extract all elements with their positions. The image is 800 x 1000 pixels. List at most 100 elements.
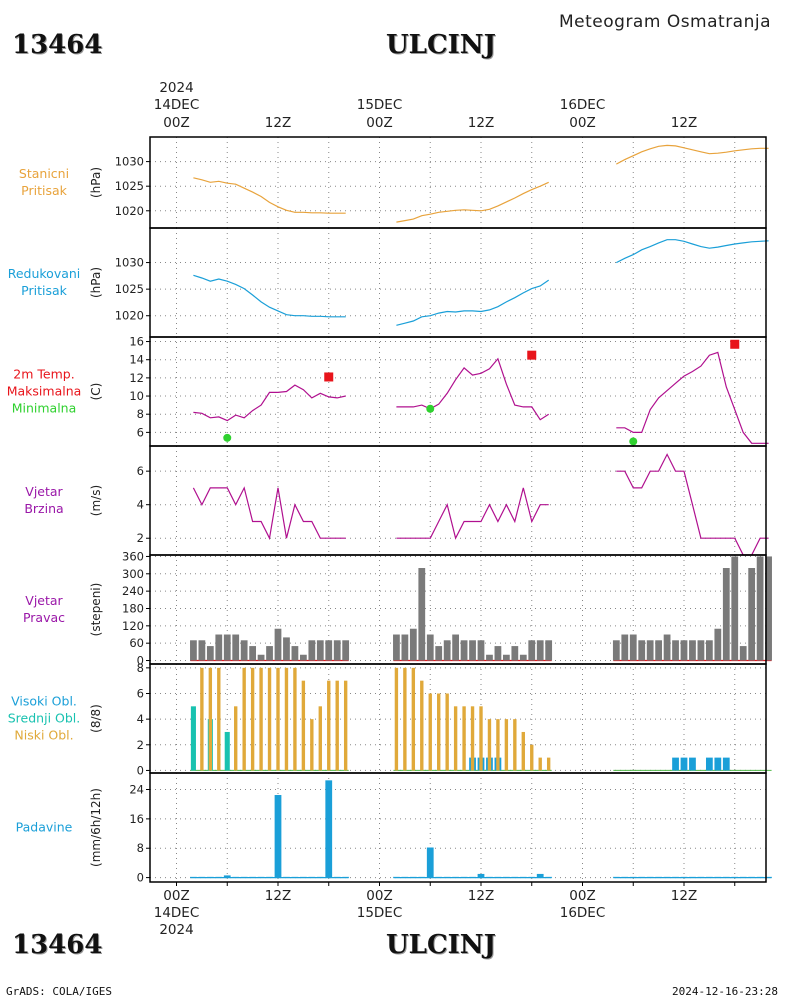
top-year-label: 2024: [159, 80, 193, 96]
series-line: [193, 384, 346, 422]
y-tick-label: 24: [129, 783, 144, 797]
panel-label: Minimalna: [12, 401, 77, 416]
cloud-bar: [470, 706, 475, 771]
precip-bar: [198, 876, 206, 878]
precip-bar: [435, 876, 443, 878]
cloud-bar: [521, 731, 525, 771]
panel-label: Pravac: [23, 610, 65, 625]
precip-bar: [714, 876, 722, 878]
precip-bar: [545, 876, 553, 878]
wind-direction-bar: [621, 634, 629, 661]
y-tick-label: 14: [129, 353, 144, 367]
precip-bar: [655, 876, 663, 878]
cloud-bar: [318, 706, 322, 771]
bottom-hour-label: 00Z: [163, 888, 189, 904]
y-tick-label: 1020: [115, 204, 144, 218]
series-line: [396, 279, 550, 326]
precip-bar: [663, 876, 671, 878]
wind-direction-bar: [223, 634, 231, 661]
y-axis-label: (mm/6h/12h): [89, 788, 103, 867]
wind-direction-bar: [748, 568, 756, 661]
panel-label: Pritisak: [21, 183, 67, 198]
y-tick-label: 300: [122, 567, 144, 581]
panel-temperature: 6 8 10 12 14 16 (C) 2m Temp. Maksimalna Minimalna: [7, 335, 769, 446]
precip-bar: [249, 876, 257, 878]
cloud-bar: [267, 667, 272, 771]
wind-direction-bar: [697, 640, 705, 661]
wind-direction-bar: [672, 640, 679, 661]
bottom-hour-label: 12Z: [468, 888, 494, 904]
y-tick-label: 16: [129, 335, 144, 349]
station-id-top: 13464: [12, 30, 103, 60]
cloud-bar: [335, 680, 339, 771]
wind-direction-bar: [663, 634, 671, 661]
wind-direction-bar: [452, 634, 460, 661]
cloud-bar: [200, 667, 204, 771]
precip-bar: [486, 876, 493, 878]
cloud-bar: [217, 667, 221, 771]
y-tick-label: 60: [129, 636, 144, 650]
y-tick-label: 1025: [115, 179, 144, 193]
cloud-bar: [420, 680, 424, 771]
wind-direction-bar: [240, 640, 248, 661]
wind-direction-bar: [316, 640, 324, 661]
precip-bar: [223, 875, 231, 878]
bottom-year-label: 2024: [159, 922, 193, 938]
bottom-date-label: 14DEC: [154, 905, 200, 921]
series-line: [192, 486, 346, 541]
wind-direction-bar: [629, 634, 637, 661]
series-line: [616, 239, 769, 264]
panel-clouds: 0 2 4 6 8 (8/8) Visoki Obl. Srednji Obl. Niski O…: [8, 661, 772, 777]
min-temp-marker: [629, 437, 638, 446]
precip-bar: [452, 876, 460, 878]
wind-direction-bar: [291, 646, 299, 661]
panel-label: Maksimalna: [7, 384, 82, 399]
panel-frame: [149, 445, 767, 556]
cloud-bar: [689, 757, 696, 771]
wind-direction-bar: [232, 634, 240, 661]
y-tick-label: 120: [122, 619, 144, 633]
y-tick-label: 8: [137, 661, 144, 675]
precip-bar: [409, 876, 417, 878]
cloud-bar: [234, 706, 238, 771]
bottom-hour-label: 12Z: [671, 888, 697, 904]
wind-direction-bar: [257, 654, 265, 661]
cloud-bar: [445, 693, 449, 771]
precip-bar: [502, 876, 510, 878]
wind-direction-bar: [308, 640, 316, 661]
precip-bar: [511, 876, 519, 878]
series-line: [193, 274, 346, 318]
city-title-top: ULCINJ: [386, 30, 496, 60]
series-line: [616, 351, 769, 444]
cloud-bar: [224, 731, 230, 771]
series-line: [396, 357, 550, 421]
y-tick-label: 1030: [115, 155, 144, 169]
precip-bar: [621, 876, 629, 878]
precip-bar: [680, 876, 688, 878]
bottom-hour-label: 00Z: [569, 888, 595, 904]
cloud-bar: [462, 706, 466, 771]
series-line: [616, 144, 769, 165]
precip-bar: [519, 876, 527, 878]
precip-bar: [612, 876, 620, 878]
precip-bar: [325, 780, 333, 878]
panel-label: Niski Obl.: [14, 728, 73, 743]
panel-label: Padavine: [16, 820, 73, 835]
y-tick-label: 6: [137, 425, 144, 439]
precip-bar: [257, 876, 265, 878]
min-temp-marker: [223, 433, 232, 442]
bottom-date-label: 15DEC: [357, 905, 403, 921]
precip-bar: [536, 873, 544, 878]
wind-direction-bar: [325, 640, 333, 661]
precip-bar: [739, 876, 747, 878]
panel-label: Pritisak: [21, 283, 67, 298]
y-axis-label: (C): [89, 383, 103, 401]
precip-bar: [215, 876, 223, 878]
wind-direction-bar: [443, 640, 451, 661]
panel-label: Stanicni: [19, 166, 69, 181]
wind-direction-bar: [409, 628, 417, 661]
wind-direction-bar: [333, 640, 341, 661]
wind-direction-bar: [190, 640, 197, 661]
y-axis-label: (hPa): [89, 167, 103, 198]
